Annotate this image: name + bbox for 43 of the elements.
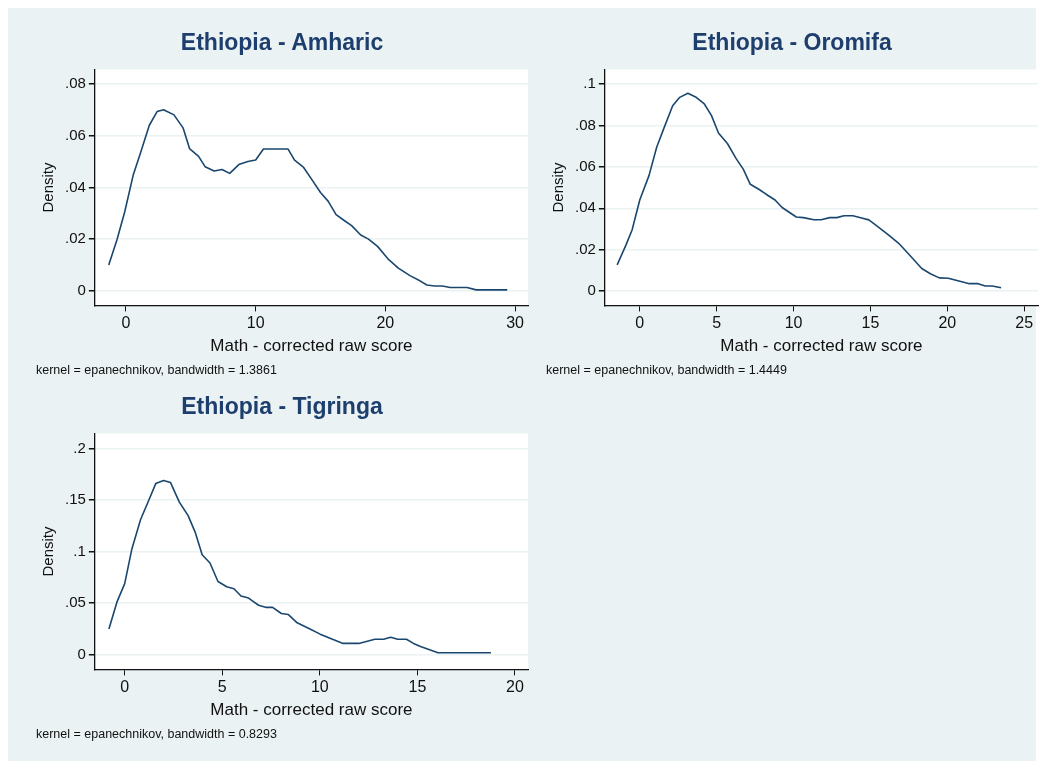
x-tick-label: 25 — [1015, 314, 1034, 332]
x-tick-label: 20 — [376, 314, 395, 332]
x-axis-title: Math - corrected raw score — [720, 336, 923, 356]
y-tick-label: 0 — [587, 281, 596, 299]
x-tick-label: 20 — [938, 314, 957, 332]
text: kernel = epanechnikov, bandwidth = 0.8293 — [36, 726, 277, 741]
x-tick-label: 5 — [217, 678, 227, 696]
x-tick-label: 30 — [506, 314, 525, 332]
y-tick-label: .05 — [64, 593, 86, 611]
chart-title: Ethiopia - Amharic — [180, 29, 384, 56]
x-tick-label: 15 — [861, 314, 880, 332]
x-tick-label: 5 — [712, 314, 722, 332]
y-tick-label: .1 — [583, 74, 596, 92]
x-axis-title: Math - corrected raw score — [210, 700, 413, 720]
y-tick-label: .04 — [64, 177, 86, 195]
x-tick-label: 15 — [408, 678, 427, 696]
y-tick-label: .04 — [574, 198, 596, 216]
chart-title: Ethiopia - Tigringa — [181, 393, 383, 420]
y-tick-label: 0 — [77, 281, 86, 299]
y-axis-title: Density — [39, 526, 57, 577]
y-tick-label: .06 — [574, 157, 596, 175]
y-tick-label: .02 — [64, 229, 86, 247]
x-tick-label: 20 — [506, 678, 524, 696]
x-tick-label: 10 — [784, 314, 803, 332]
text: kernel = epanechnikov, bandwidth = 1.4449 — [546, 362, 787, 377]
y-tick-label: .06 — [64, 125, 86, 143]
x-tick-label: 0 — [120, 678, 130, 696]
text: kernel = epanechnikov, bandwidth = 1.3861 — [36, 362, 277, 377]
x-tick-label: 0 — [635, 314, 645, 332]
y-tick-label: .2 — [73, 438, 86, 456]
y-tick-label: .02 — [574, 239, 596, 257]
y-tick-label: .1 — [73, 541, 86, 559]
chart-title: Ethiopia - Oromifa — [692, 29, 892, 56]
y-tick-label: .08 — [574, 115, 596, 133]
y-tick-label: 0 — [77, 644, 86, 662]
y-tick-label: .15 — [64, 490, 86, 508]
x-tick-label: 10 — [310, 678, 329, 696]
x-tick-label: 0 — [121, 314, 131, 332]
y-axis-title: Density — [39, 162, 57, 213]
x-axis-title: Math - corrected raw score — [210, 336, 413, 356]
x-tick-label: 10 — [246, 314, 265, 332]
y-tick-label: .08 — [64, 73, 86, 91]
y-axis-title: Density — [549, 162, 567, 213]
